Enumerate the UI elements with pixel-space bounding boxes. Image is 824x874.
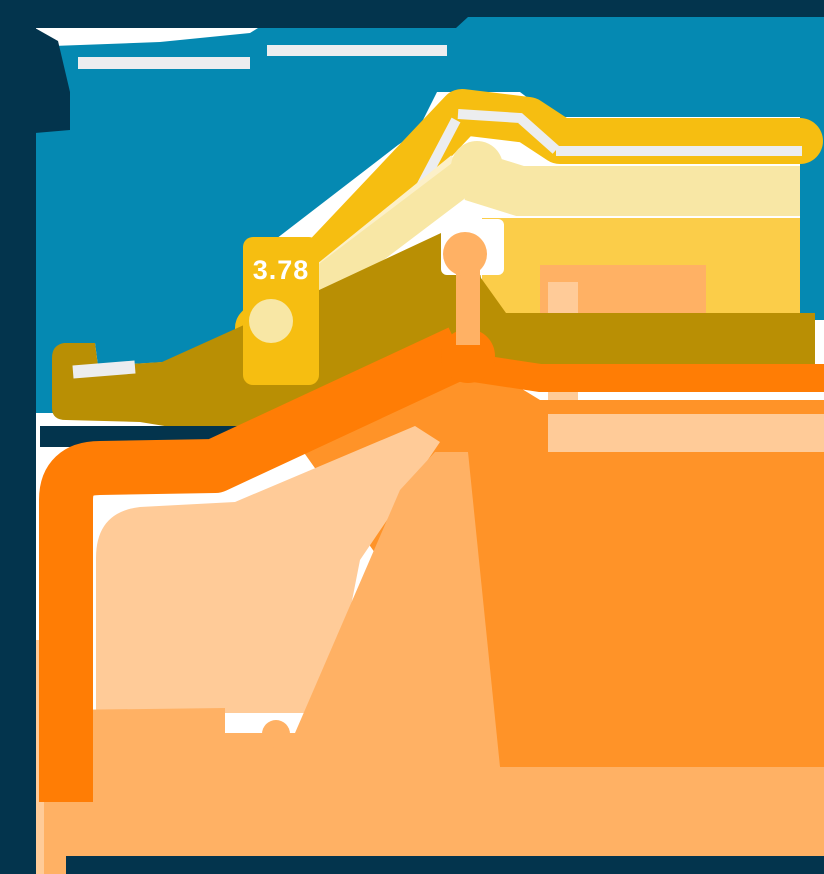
cream-peak-marker[interactable] xyxy=(451,141,503,193)
axis-corner-wedge xyxy=(35,28,70,133)
peach-light-area-left xyxy=(96,426,440,713)
cream-point-marker[interactable] xyxy=(249,299,293,343)
y-axis-bar xyxy=(0,0,36,874)
orange-series-line xyxy=(39,327,472,802)
orange-series-line-right xyxy=(471,354,824,392)
peach-light-band-right xyxy=(548,414,824,452)
peach-series-area xyxy=(44,452,824,874)
teal-series-area xyxy=(33,12,824,413)
gridline-in-gold xyxy=(72,360,136,379)
yellow-tooltip-value: 3.78 xyxy=(253,255,310,285)
peach-marker-bottom[interactable] xyxy=(262,720,290,748)
gridline-segment-mid xyxy=(267,45,447,56)
cream-series-right xyxy=(464,152,800,216)
gridline-peak xyxy=(457,109,560,154)
gridline-segment-left xyxy=(78,57,250,69)
gridline-segment-right xyxy=(556,146,802,156)
header-band xyxy=(0,0,824,28)
peach-tooltip-marker[interactable] xyxy=(443,232,487,276)
x-axis-bar xyxy=(66,856,824,874)
orange-point-marker[interactable] xyxy=(441,329,495,383)
